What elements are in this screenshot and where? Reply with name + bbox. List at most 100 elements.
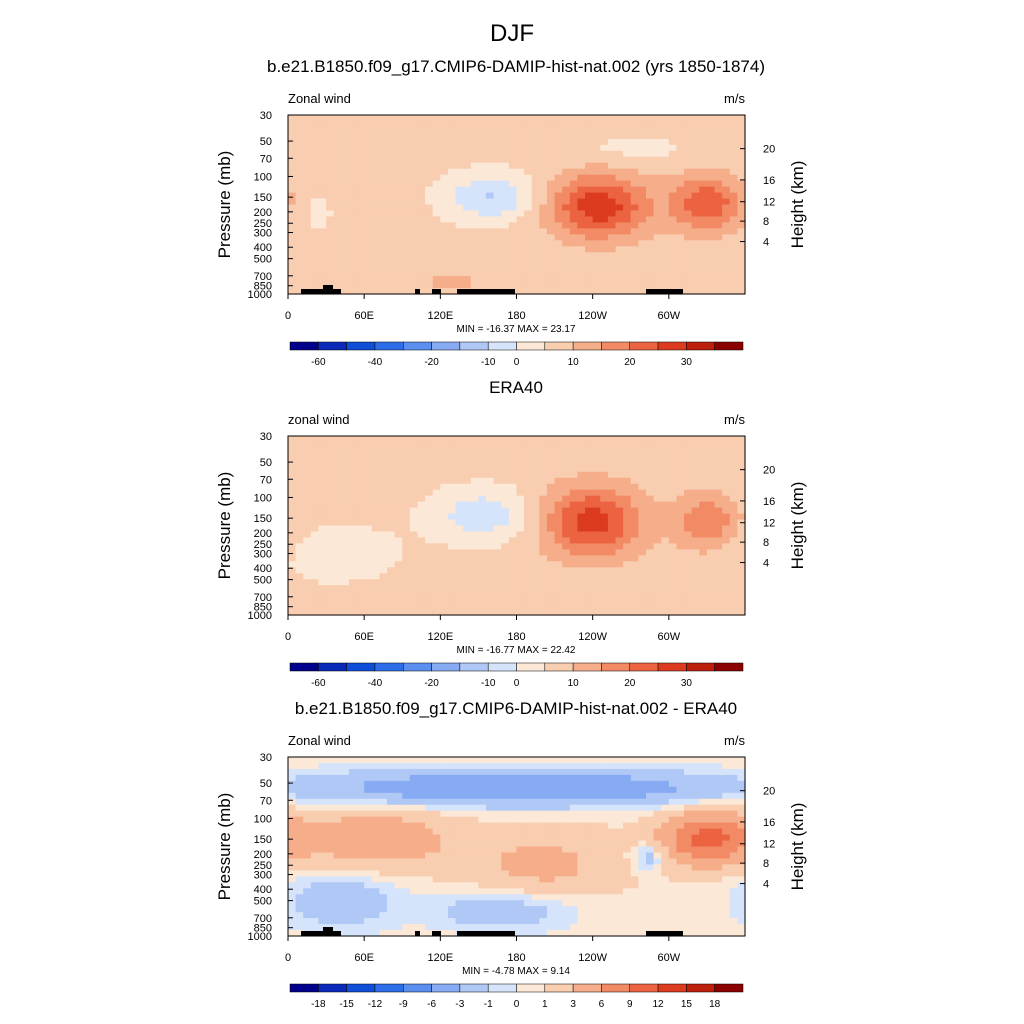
contour-cell xyxy=(699,436,708,443)
contour-cell xyxy=(722,519,731,527)
contour-cell xyxy=(653,585,662,592)
contour-cell xyxy=(371,192,380,200)
left-string: Zonal wind xyxy=(288,91,351,106)
y-tick-label: 250 xyxy=(254,539,272,551)
contour-cell xyxy=(402,834,411,842)
contour-cell xyxy=(554,768,563,776)
contour-cell xyxy=(402,222,411,229)
colorbar-label: -60 xyxy=(311,357,326,368)
contour-cell xyxy=(729,519,738,527)
colorbar-box xyxy=(601,662,630,672)
contour-cell xyxy=(425,519,434,527)
contour-cell xyxy=(486,864,495,871)
contour-cell xyxy=(577,168,586,176)
contour-cell xyxy=(600,210,609,218)
contour-cell xyxy=(668,198,678,206)
contour-cell xyxy=(463,162,472,170)
contour-cell xyxy=(645,483,655,491)
contour-cell xyxy=(440,912,449,919)
contour-cell xyxy=(668,264,678,271)
contour-cell xyxy=(478,537,487,544)
contour-cell xyxy=(600,180,609,188)
contour-cell xyxy=(470,822,480,830)
contour-cell xyxy=(303,132,312,140)
contour-cell xyxy=(387,210,396,218)
contour-cell xyxy=(630,585,639,592)
contour-cell xyxy=(379,762,388,770)
contour-cell xyxy=(592,768,601,776)
contour-cell xyxy=(288,573,297,580)
contour-cell xyxy=(577,507,586,515)
contour-cell xyxy=(493,507,502,515)
contour-cell xyxy=(425,162,434,170)
contour-cell xyxy=(318,858,327,865)
contour-cell xyxy=(585,762,594,770)
contour-cell xyxy=(607,489,617,497)
figure-title: DJF xyxy=(490,20,534,47)
contour-cell xyxy=(455,192,464,200)
contour-cell xyxy=(447,912,457,919)
contour-cell xyxy=(303,876,312,883)
contour-cell xyxy=(447,786,457,794)
contour-cell xyxy=(638,609,647,616)
contour-cell xyxy=(516,168,525,176)
contour-cell xyxy=(630,483,639,491)
contour-cell xyxy=(364,525,373,533)
contour-cell xyxy=(661,513,670,521)
contour-cell xyxy=(417,115,426,122)
contour-cell xyxy=(493,786,502,794)
contour-cell xyxy=(440,810,449,818)
contour-cell xyxy=(539,132,548,140)
contour-cell xyxy=(341,168,350,176)
contour-cell xyxy=(295,276,304,283)
contour-cell xyxy=(668,579,678,586)
contour-cell xyxy=(486,174,495,182)
contour-cell xyxy=(318,519,327,527)
contour-cell xyxy=(371,585,380,592)
contour-cell xyxy=(356,816,365,824)
contour-cell xyxy=(463,882,472,889)
contour-cell xyxy=(348,144,358,152)
contour-cell xyxy=(371,210,380,218)
contour-cell xyxy=(364,585,373,592)
contour-cell xyxy=(661,531,670,539)
contour-cell xyxy=(699,471,708,479)
contour-cell xyxy=(478,786,487,794)
contour-cell xyxy=(425,144,434,152)
contour-cell xyxy=(486,441,495,449)
contour-cell xyxy=(554,828,563,836)
contour-cell xyxy=(417,459,426,467)
contour-cell xyxy=(432,858,441,865)
contour-cell xyxy=(447,585,457,592)
contour-cell xyxy=(668,186,678,194)
contour-cell xyxy=(425,168,434,176)
contour-cell xyxy=(562,252,571,259)
contour-cell xyxy=(699,495,708,503)
contour-cell xyxy=(333,561,342,568)
contour-cell xyxy=(508,579,518,586)
contour-cell xyxy=(592,525,601,533)
contour-cell xyxy=(379,264,388,271)
contour-cell xyxy=(425,126,434,134)
contour-cell xyxy=(455,258,464,265)
contour-cell xyxy=(516,870,525,877)
contour-cell xyxy=(653,150,662,158)
contour-cell xyxy=(592,115,601,122)
contour-cell xyxy=(341,174,350,182)
contour-cell xyxy=(425,258,434,265)
contour-cell xyxy=(569,543,579,550)
contour-cell xyxy=(554,471,563,479)
contour-cell xyxy=(364,115,373,122)
contour-cell xyxy=(554,489,563,497)
contour-cell xyxy=(447,132,457,140)
contour-cell xyxy=(539,591,548,598)
contour-cell xyxy=(288,168,297,176)
contour-cell xyxy=(562,573,571,580)
contour-cell xyxy=(417,822,426,830)
contour-cell xyxy=(486,768,495,776)
contour-cell xyxy=(379,912,388,919)
contour-cell xyxy=(379,507,388,515)
contour-cell xyxy=(333,810,342,818)
contour-cell xyxy=(569,489,579,497)
contour-cell xyxy=(394,240,403,247)
